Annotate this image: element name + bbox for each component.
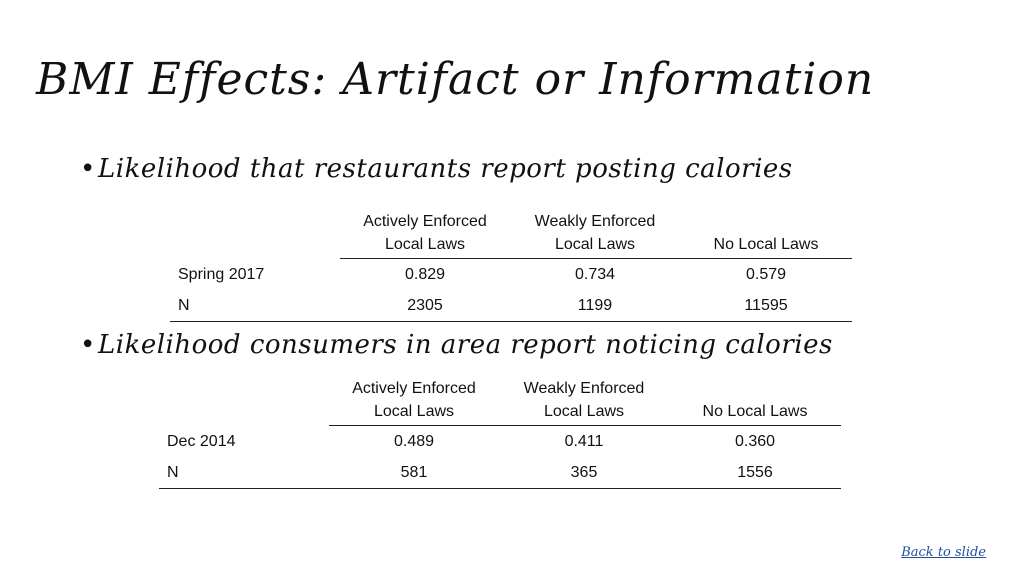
table-cell: 581	[329, 457, 499, 489]
table-cell: 0.489	[393, 433, 435, 450]
consumers-table: Actively Enforced Local Laws Weakly Enfo…	[159, 373, 841, 489]
table-row: N 2305 1199 11595	[170, 290, 852, 322]
header-actively-enforced: Actively Enforced Local Laws	[329, 373, 499, 426]
header-no-local-laws: No Local Laws	[669, 373, 841, 426]
restaurants-table: Actively Enforced Local Laws Weakly Enfo…	[170, 206, 852, 322]
header-line-1: Actively Enforced	[352, 380, 476, 397]
table-cell: 0.411	[564, 433, 604, 450]
table-cell: 0.829	[404, 266, 446, 283]
header-line-2: Local Laws	[384, 236, 466, 253]
row-label: N	[159, 457, 329, 489]
header-line-2: Local Laws	[373, 403, 455, 420]
bullet-consumers: •Likelihood consumers in area report not…	[80, 328, 833, 362]
header-weakly-enforced: Weakly Enforced Local Laws	[510, 206, 680, 259]
bullet-dot-icon: •	[80, 154, 96, 184]
bullet-text: Likelihood that restaurants report posti…	[98, 154, 793, 184]
table-cell: 0.734	[574, 266, 616, 283]
table-row: Spring 2017 0.829 0.734 0.579	[170, 259, 852, 291]
header-line-1: Weakly Enforced	[534, 213, 656, 230]
table-cell: 0.360	[734, 433, 776, 450]
table-cell: 2305	[340, 290, 510, 322]
header-line-2: No Local Laws	[713, 236, 819, 253]
row-label: Dec 2014	[167, 432, 236, 450]
table-cell: 1199	[510, 290, 680, 322]
header-blank	[159, 373, 329, 426]
bullet-dot-icon: •	[80, 330, 96, 360]
slide-title: BMI Effects: Artifact or Information	[36, 54, 875, 105]
table-cell: 0.579	[745, 266, 787, 283]
header-line-2: No Local Laws	[702, 403, 808, 420]
table-row: Dec 2014 0.489 0.411 0.360	[159, 426, 841, 458]
header-line-1: Weakly Enforced	[523, 380, 645, 397]
bullet-text: Likelihood consumers in area report noti…	[98, 330, 833, 360]
row-label: N	[170, 290, 340, 322]
table-cell: 365	[499, 457, 669, 489]
row-label: Spring 2017	[178, 265, 265, 283]
header-no-local-laws: No Local Laws	[680, 206, 852, 259]
table-cell: 1556	[669, 457, 841, 489]
header-line-2: Local Laws	[554, 236, 636, 253]
header-blank	[170, 206, 340, 259]
header-weakly-enforced: Weakly Enforced Local Laws	[499, 373, 669, 426]
back-to-slide-link[interactable]: Back to slide	[901, 545, 986, 560]
header-line-2: Local Laws	[543, 403, 625, 420]
table-row: N 581 365 1556	[159, 457, 841, 489]
header-line-1: Actively Enforced	[363, 213, 487, 230]
table-cell: 11595	[680, 290, 852, 322]
bullet-restaurants: •Likelihood that restaurants report post…	[80, 152, 793, 186]
header-actively-enforced: Actively Enforced Local Laws	[340, 206, 510, 259]
